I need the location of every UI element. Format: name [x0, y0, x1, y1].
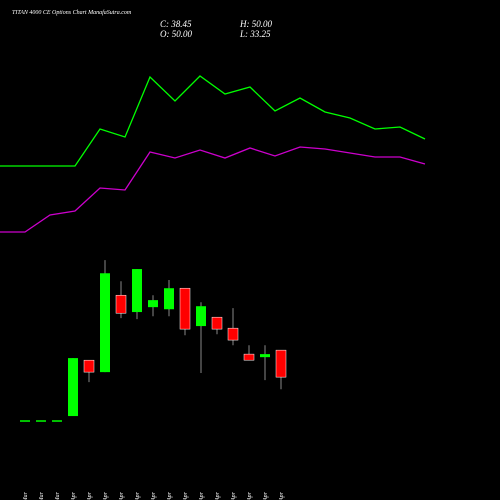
x-tick-label: 27 Mar	[39, 491, 45, 500]
candle-body	[196, 306, 206, 327]
candle-body	[211, 316, 223, 330]
x-tick-label: 04 Apr	[70, 491, 77, 500]
low-label: L: 33.25	[239, 29, 271, 39]
candle-body	[164, 288, 174, 310]
x-tick-label: 25 Mar	[23, 491, 29, 500]
candle-body	[148, 300, 158, 308]
x-tick-label: 23 Apr	[263, 491, 269, 500]
ma-line	[0, 146, 426, 233]
x-tick-label: 28 Mar	[55, 491, 61, 500]
x-tick-label: 09 Apr	[119, 491, 125, 500]
candle-body	[100, 273, 110, 373]
candle-body	[36, 420, 46, 422]
candle-body	[52, 420, 62, 422]
x-tick-label: 08 Apr	[103, 491, 109, 500]
candle-body	[20, 420, 30, 422]
x-tick-label: 24 Apr	[278, 491, 285, 500]
x-tick-label: 17 Apr	[199, 491, 205, 500]
candle-body	[275, 349, 287, 378]
chart-title: TITAN 4000 CE Options Chart ManafaSutra.…	[12, 9, 132, 16]
x-tick-label: 22 Apr	[247, 491, 253, 500]
candle-body	[115, 294, 127, 314]
x-tick-label: 15 Apr	[167, 491, 173, 500]
candle-body	[179, 287, 191, 330]
x-tick-label: 21 Apr	[231, 491, 237, 500]
close-label: C: 38.45	[160, 19, 192, 29]
candle-body	[260, 354, 270, 358]
x-tick-label: 11 Apr	[151, 491, 157, 500]
candle-body	[227, 327, 239, 341]
x-tick-label: 07 Apr	[87, 491, 93, 500]
high-label: H: 50.00	[239, 19, 272, 29]
x-tick-label: 20 Apr	[215, 491, 221, 500]
ma-line	[0, 75, 426, 167]
open-label: O: 50.00	[160, 29, 192, 39]
x-tick-label: 10 Apr	[135, 491, 141, 500]
candle-body	[243, 353, 255, 361]
candle-body	[68, 358, 78, 417]
candle-body	[83, 359, 95, 373]
candle-body	[132, 269, 142, 313]
x-tick-label: 16 Apr	[183, 491, 189, 500]
